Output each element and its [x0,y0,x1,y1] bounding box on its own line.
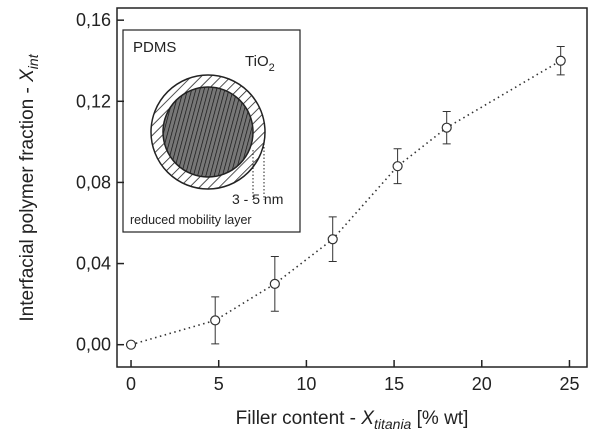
filler-subscript: 2 [269,62,275,74]
y-tick-label: 0,16 [76,10,111,30]
x-axis-label: Filler content - Xtitania [% wt] [236,408,469,432]
plot-frame [116,7,588,368]
y-label-subscript: int [25,53,41,69]
x-tick-label: 5 [214,374,224,394]
x-tick-label: 20 [472,374,492,394]
inset: PDMS TiO2 3 - 5 nm reduced mobility laye… [122,29,301,233]
filler-text: TiO [245,53,269,70]
x-tick-label: 0 [126,374,136,394]
x-tick-label: 25 [559,374,579,394]
y-tick-label: 0,12 [76,91,111,111]
inset-layer: reduced mobility layer [130,213,252,227]
data-point [125,339,137,350]
data-point [555,55,566,66]
x-label-subscript: titania [374,416,412,432]
data-point [269,278,280,289]
inset-filler: TiO2 [245,53,275,74]
y-tick-label: 0,04 [76,254,111,274]
inset-thickness: 3 - 5 nm [232,191,283,207]
data-point [210,315,221,326]
inset-matrix: PDMS [133,39,176,56]
data-point [327,234,338,245]
data-point [392,161,403,172]
y-axis-label: Interfacial polymer fraction - Xint [17,53,41,321]
x-tick-label: 10 [296,374,316,394]
data-point [441,122,452,133]
x-label-unit: [% wt] [411,408,468,429]
titania-particle [162,86,254,178]
x-label-symbol: X [360,408,375,429]
x-tick-label: 15 [384,374,404,394]
x-label-text: Filler content - [236,408,362,429]
y-tick-label: 0,08 [76,172,111,192]
y-label-symbol: X [17,68,38,83]
y-tick-label: 0,00 [76,335,111,355]
y-label-text: Interfacial polymer fraction - [17,82,38,322]
